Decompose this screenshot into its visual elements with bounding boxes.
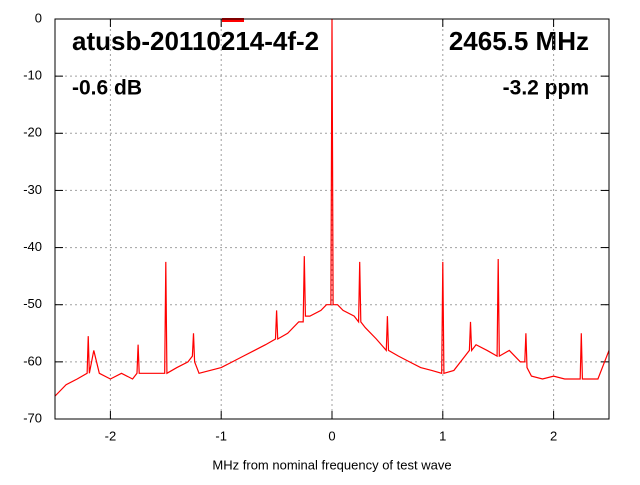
annotation: atusb-20110214-4f-2 bbox=[72, 26, 319, 56]
legend-marker bbox=[222, 18, 244, 22]
y-tick-label: -50 bbox=[23, 296, 42, 311]
y-tick-label: -70 bbox=[23, 410, 42, 425]
plot-frame bbox=[54, 18, 610, 420]
y-tick-label: -10 bbox=[23, 68, 42, 83]
x-tick-label: 2 bbox=[550, 428, 557, 443]
series-line bbox=[54, 18, 610, 397]
x-tick-label: -2 bbox=[105, 428, 117, 443]
y-tick-label: -60 bbox=[23, 353, 42, 368]
annotation: 2465.5 MHz bbox=[449, 26, 589, 56]
x-tick-label: -1 bbox=[215, 428, 227, 443]
annotation: -0.6 dB bbox=[72, 77, 142, 100]
x-tick-label: 1 bbox=[439, 428, 446, 443]
y-tick-label: -40 bbox=[23, 239, 42, 254]
y-tick-label: 0 bbox=[35, 10, 42, 25]
x-tick-label: 0 bbox=[328, 428, 335, 443]
y-tick-label: -30 bbox=[23, 182, 42, 197]
annotation: -3.2 ppm bbox=[503, 77, 589, 100]
x-axis-label: MHz from nominal frequency of test wave bbox=[212, 457, 451, 472]
y-tick-label: -20 bbox=[23, 125, 42, 140]
